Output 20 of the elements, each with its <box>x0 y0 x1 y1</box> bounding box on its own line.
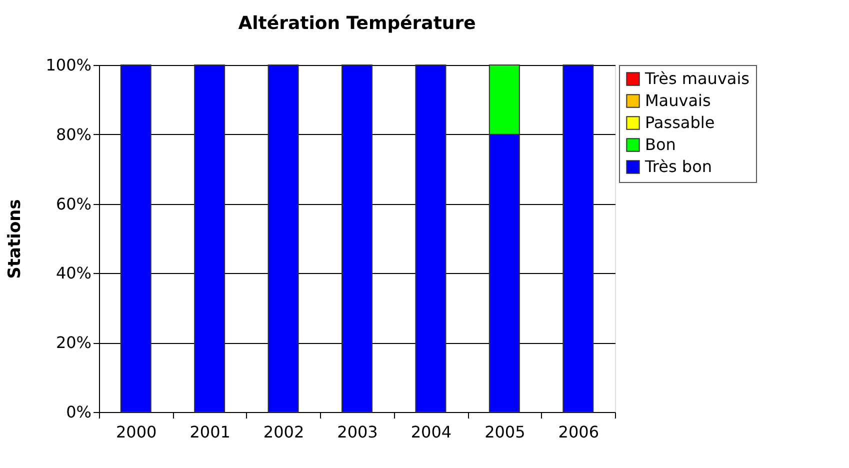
y-tick-label: 100% <box>46 56 92 74</box>
legend-label: Très bon <box>644 157 712 176</box>
x-tick-label: 2001 <box>190 422 230 442</box>
x-tick-label: 2005 <box>484 422 526 442</box>
chart-title: Altération Température <box>238 13 476 34</box>
legend-label: Passable <box>645 113 715 132</box>
y-tick-label: 40% <box>56 264 92 283</box>
x-tick-label: 2004 <box>410 422 452 442</box>
y-tick-label: 20% <box>56 333 92 352</box>
y-tick-label: 0% <box>66 402 92 422</box>
y-axis-title: Stations <box>4 199 25 279</box>
y-tick-label: 60% <box>56 194 92 214</box>
legend-label: Très mauvais <box>644 69 750 88</box>
legend-label: Mauvais <box>645 91 711 110</box>
x-tick-label: 2002 <box>263 422 304 442</box>
y-tick-label: 80% <box>56 124 92 144</box>
x-tick-label: 2003 <box>337 422 378 442</box>
x-tick-label: 2000 <box>116 422 157 442</box>
x-tick-label: 2006 <box>558 422 599 442</box>
legend-label: Bon <box>645 135 676 154</box>
